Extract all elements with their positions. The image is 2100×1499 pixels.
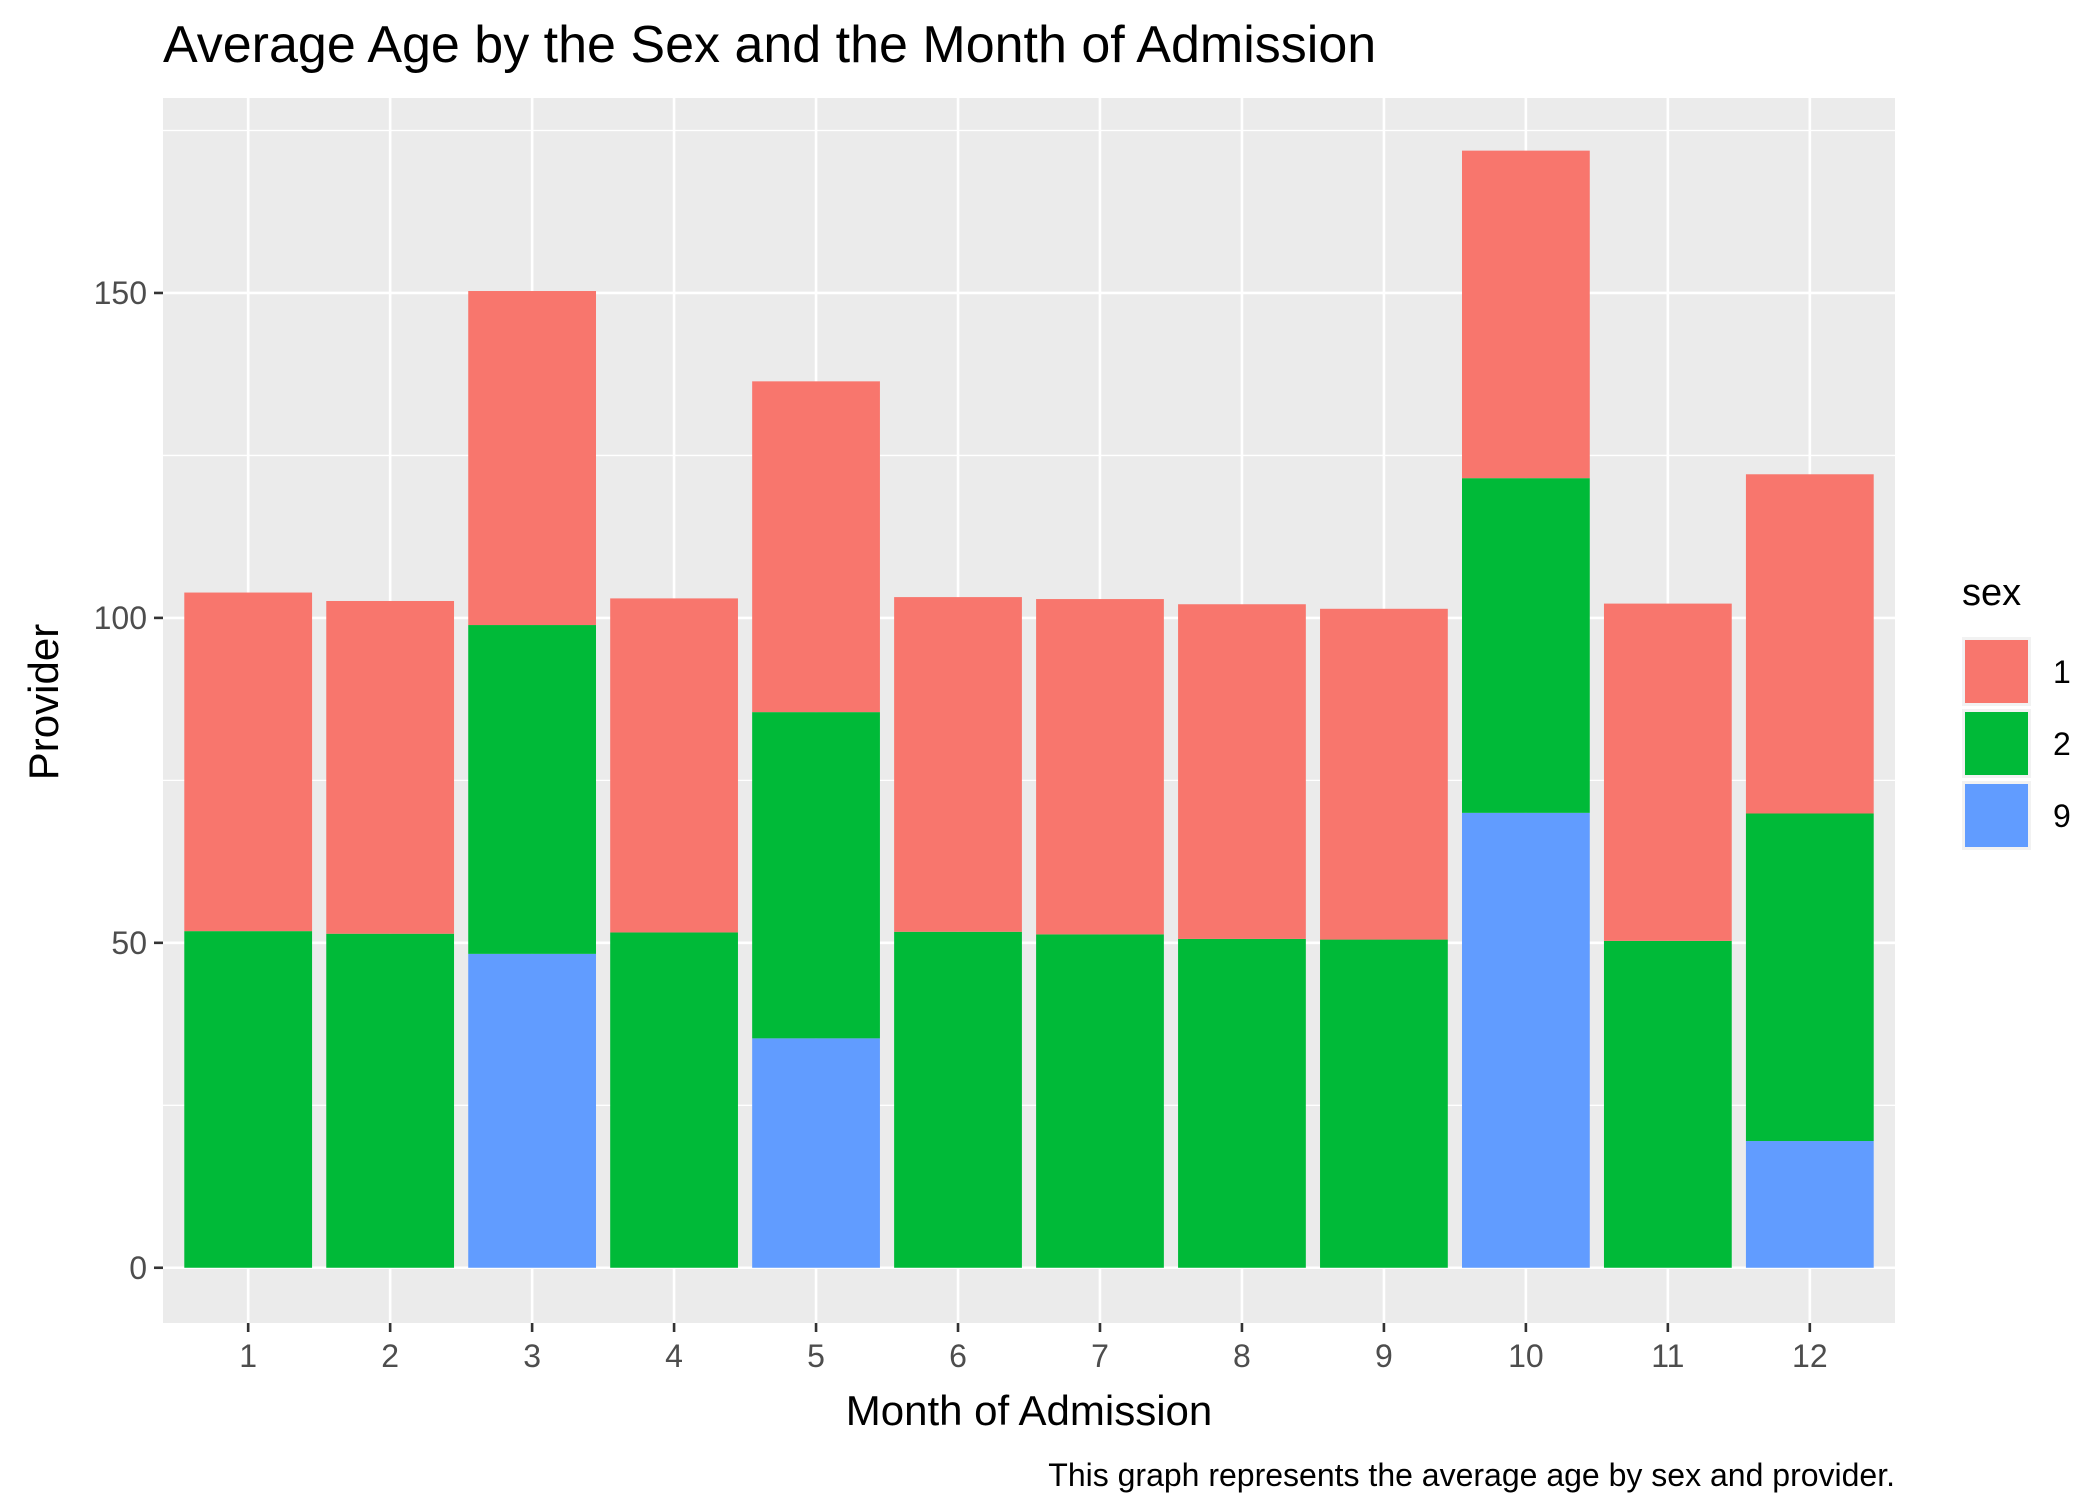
legend-swatch-9 (1965, 784, 2028, 847)
x-tick-label: 10 (1508, 1338, 1544, 1374)
bar-month-11-sex-1 (1603, 603, 1732, 941)
x-tick-label: 2 (381, 1338, 399, 1374)
y-tick-label: 150 (94, 275, 147, 311)
bar-month-8-sex-2 (1178, 938, 1306, 1268)
bar-month-2-sex-1 (326, 600, 455, 934)
chart-title: Average Age by the Sex and the Month of … (163, 16, 1376, 74)
legend-swatch-2 (1965, 712, 2028, 775)
bar-month-7-sex-2 (1036, 934, 1164, 1268)
chart-caption: This graph represents the average age by… (1048, 1457, 1895, 1493)
bar-month-5-sex-9 (752, 1038, 880, 1268)
bar-month-10-sex-2 (1462, 478, 1590, 813)
x-tick-label: 8 (1233, 1338, 1251, 1374)
bar-month-3-sex-1 (468, 291, 596, 626)
bar-month-2-sex-2 (326, 933, 455, 1268)
x-tick-label: 6 (949, 1338, 967, 1374)
bar-month-3-sex-9 (468, 953, 596, 1268)
legend-swatch-1 (1965, 640, 2028, 703)
x-tick-label: 1 (239, 1338, 257, 1374)
legend: sex 1 2 9 (1962, 572, 2071, 850)
bar-month-5-sex-1 (752, 381, 880, 713)
bar-month-10-sex-9 (1462, 812, 1590, 1268)
bar-month-10-sex-1 (1462, 150, 1590, 479)
x-tick-label: 4 (665, 1338, 683, 1374)
bars (184, 150, 1874, 1268)
x-tick-label: 7 (1091, 1338, 1109, 1374)
bar-month-12-sex-1 (1745, 474, 1874, 814)
legend-label-2: 2 (2053, 726, 2071, 762)
bar-month-4-sex-1 (610, 598, 738, 933)
x-axis: 1 2 3 4 5 6 7 8 9 10 11 12 (239, 1323, 1828, 1374)
bar-month-11-sex-2 (1603, 940, 1732, 1268)
bar-month-5-sex-2 (752, 712, 880, 1039)
bar-month-12-sex-9 (1745, 1141, 1874, 1268)
bar-month-7-sex-1 (1036, 599, 1164, 935)
y-tick-label: 0 (129, 1250, 147, 1286)
x-tick-label: 11 (1651, 1338, 1684, 1374)
legend-label-1: 1 (2053, 654, 2071, 690)
bar-month-9-sex-2 (1320, 939, 1448, 1268)
bar-month-8-sex-1 (1178, 604, 1306, 939)
bar-month-12-sex-2 (1745, 813, 1874, 1142)
legend-label-9: 9 (2053, 798, 2071, 834)
bar-month-1-sex-2 (184, 931, 313, 1268)
bar-month-3-sex-2 (468, 625, 596, 954)
bar-month-9-sex-1 (1320, 608, 1448, 940)
bar-month-4-sex-2 (610, 932, 738, 1268)
y-tick-label: 100 (94, 600, 147, 636)
y-tick-label: 50 (111, 925, 147, 961)
y-axis-title: Provider (20, 624, 67, 780)
x-axis-title: Month of Admission (846, 1387, 1213, 1434)
x-tick-label: 3 (523, 1338, 541, 1374)
bar-month-6-sex-2 (894, 931, 1022, 1268)
x-tick-label: 5 (807, 1338, 825, 1374)
x-tick-label: 12 (1792, 1338, 1828, 1374)
x-tick-label: 9 (1375, 1338, 1393, 1374)
legend-title: sex (1962, 572, 2021, 614)
y-axis: 0 50 100 150 (94, 275, 163, 1286)
bar-month-6-sex-1 (894, 597, 1022, 932)
bar-month-1-sex-1 (184, 592, 313, 932)
